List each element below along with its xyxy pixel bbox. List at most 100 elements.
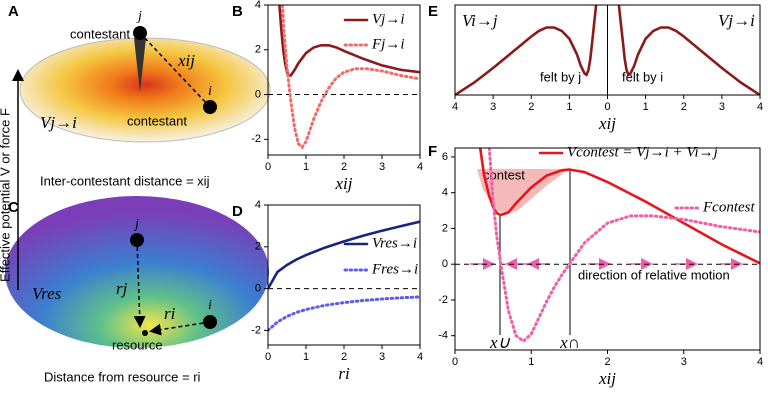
y-tick-label: 0 — [442, 258, 448, 270]
contestant-i — [203, 315, 217, 329]
contest-region — [477, 169, 569, 214]
panel-label: D — [232, 203, 243, 220]
panel-label: B — [232, 3, 243, 20]
panel-label: C — [8, 199, 19, 216]
legend-label: Fj→i — [371, 36, 405, 52]
x-tick-label: 3 — [490, 101, 496, 113]
x-tick-label: 2 — [604, 356, 610, 368]
legend-label: Vcontest = Vj→i + Vi→j — [567, 144, 718, 160]
panel-label: A — [8, 3, 19, 20]
x-axis-label: ri — [338, 364, 350, 383]
caption: Inter-contestant distance = xij — [40, 173, 210, 188]
plot-frame — [267, 4, 421, 156]
contestant-j — [133, 26, 147, 40]
label-j: j — [133, 217, 139, 232]
x-tick-label: 3 — [379, 351, 385, 363]
annotation: x∩ — [559, 333, 580, 352]
label: xij — [177, 51, 195, 70]
annotation: Vj→i — [718, 11, 755, 30]
annotation: felt by j — [540, 69, 581, 84]
legend-label: Vres→i — [372, 235, 417, 251]
x-tick-label: 3 — [379, 161, 385, 173]
label: contestant — [70, 26, 130, 41]
y-tick-label: -2 — [251, 133, 261, 145]
plot-frame — [454, 4, 761, 96]
spike — [134, 38, 146, 92]
series-line — [268, 295, 420, 332]
panel-label: E — [428, 3, 438, 20]
panel-c: j i rj ri resource Vres Distance from re… — [5, 196, 269, 384]
y-tick-label: -2 — [438, 294, 448, 306]
resource — [142, 330, 148, 336]
series-line — [268, 220, 420, 290]
annotation: direction of relative motion — [578, 267, 730, 282]
y-tick-label: 0 — [255, 88, 261, 100]
x-tick-label: 3 — [681, 356, 687, 368]
y-tick-label: 2 — [255, 44, 261, 56]
arrow — [149, 321, 211, 336]
x-tick-label: 1 — [566, 101, 572, 113]
series-line — [487, 148, 760, 344]
distance-line — [139, 32, 211, 108]
caption: Distance from resource = ri — [44, 369, 201, 384]
legend-label: Fres→i — [371, 261, 418, 277]
plot-frame — [267, 204, 421, 346]
legend-label: Fcontest — [702, 199, 755, 215]
label-j: j — [136, 9, 142, 24]
x-tick-label: 4 — [757, 356, 763, 368]
x-tick-label: 0 — [452, 356, 458, 368]
x-tick-label: 1 — [643, 101, 649, 113]
y-tick-label: -4 — [438, 330, 448, 342]
legend-label: Vj→i — [372, 11, 405, 27]
x-tick-label: 4 — [757, 101, 763, 113]
x-tick-label: 4 — [417, 351, 423, 363]
annotation: felt by i — [622, 69, 663, 84]
x-tick-label: 2 — [341, 161, 347, 173]
y-tick-label: 2 — [442, 222, 448, 234]
plot-frame — [454, 147, 761, 351]
label: resource — [112, 337, 163, 352]
y-tick-label: 6 — [442, 151, 448, 163]
x-tick-label: 3 — [719, 101, 725, 113]
x-tick-label: 1 — [303, 161, 309, 173]
label: Vres — [32, 284, 62, 303]
label: contestant — [127, 113, 187, 128]
y-axis-label: Effective potential V or force F — [0, 108, 12, 282]
y-tick-label: 0 — [255, 282, 261, 294]
potential-surface — [5, 196, 269, 348]
x-axis-label: xij — [335, 174, 353, 193]
y-tick-label: 4 — [442, 187, 448, 199]
x-tick-label: 4 — [452, 101, 458, 113]
label: rj — [116, 279, 128, 298]
x-tick-label: 1 — [303, 351, 309, 363]
series-line — [280, 5, 420, 150]
arrow — [133, 239, 146, 328]
x-tick-label: 0 — [265, 351, 271, 363]
x-tick-label: 2 — [528, 101, 534, 113]
label: ri — [164, 304, 176, 323]
series-line — [278, 5, 420, 77]
label-i: i — [208, 298, 212, 313]
x-axis-label: xij — [598, 369, 616, 388]
x-tick-label: 4 — [417, 161, 423, 173]
x-axis-label: xij — [598, 114, 616, 133]
y-tick-label: 4 — [255, 199, 261, 211]
x-tick-label: 1 — [528, 356, 534, 368]
annotation: contest — [483, 167, 525, 182]
x-tick-label: 2 — [681, 101, 687, 113]
series-line — [455, 5, 760, 95]
panel-a: j i contestant contestant xij Vj→i Inter… — [19, 9, 271, 188]
y-tick-label: 4 — [255, 0, 261, 11]
y-tick-label: -2 — [251, 324, 261, 336]
y-tick-label: 2 — [255, 241, 261, 253]
x-tick-label: 2 — [341, 351, 347, 363]
contestant-i — [203, 100, 217, 114]
x-tick-label: 0 — [604, 101, 610, 113]
contestant-j — [130, 233, 144, 247]
annotation: x∪ — [489, 333, 511, 352]
panel-label: F — [428, 143, 437, 160]
annotation: Vi→j — [462, 11, 498, 30]
label-i: i — [208, 84, 212, 99]
x-tick-label: 0 — [265, 161, 271, 173]
